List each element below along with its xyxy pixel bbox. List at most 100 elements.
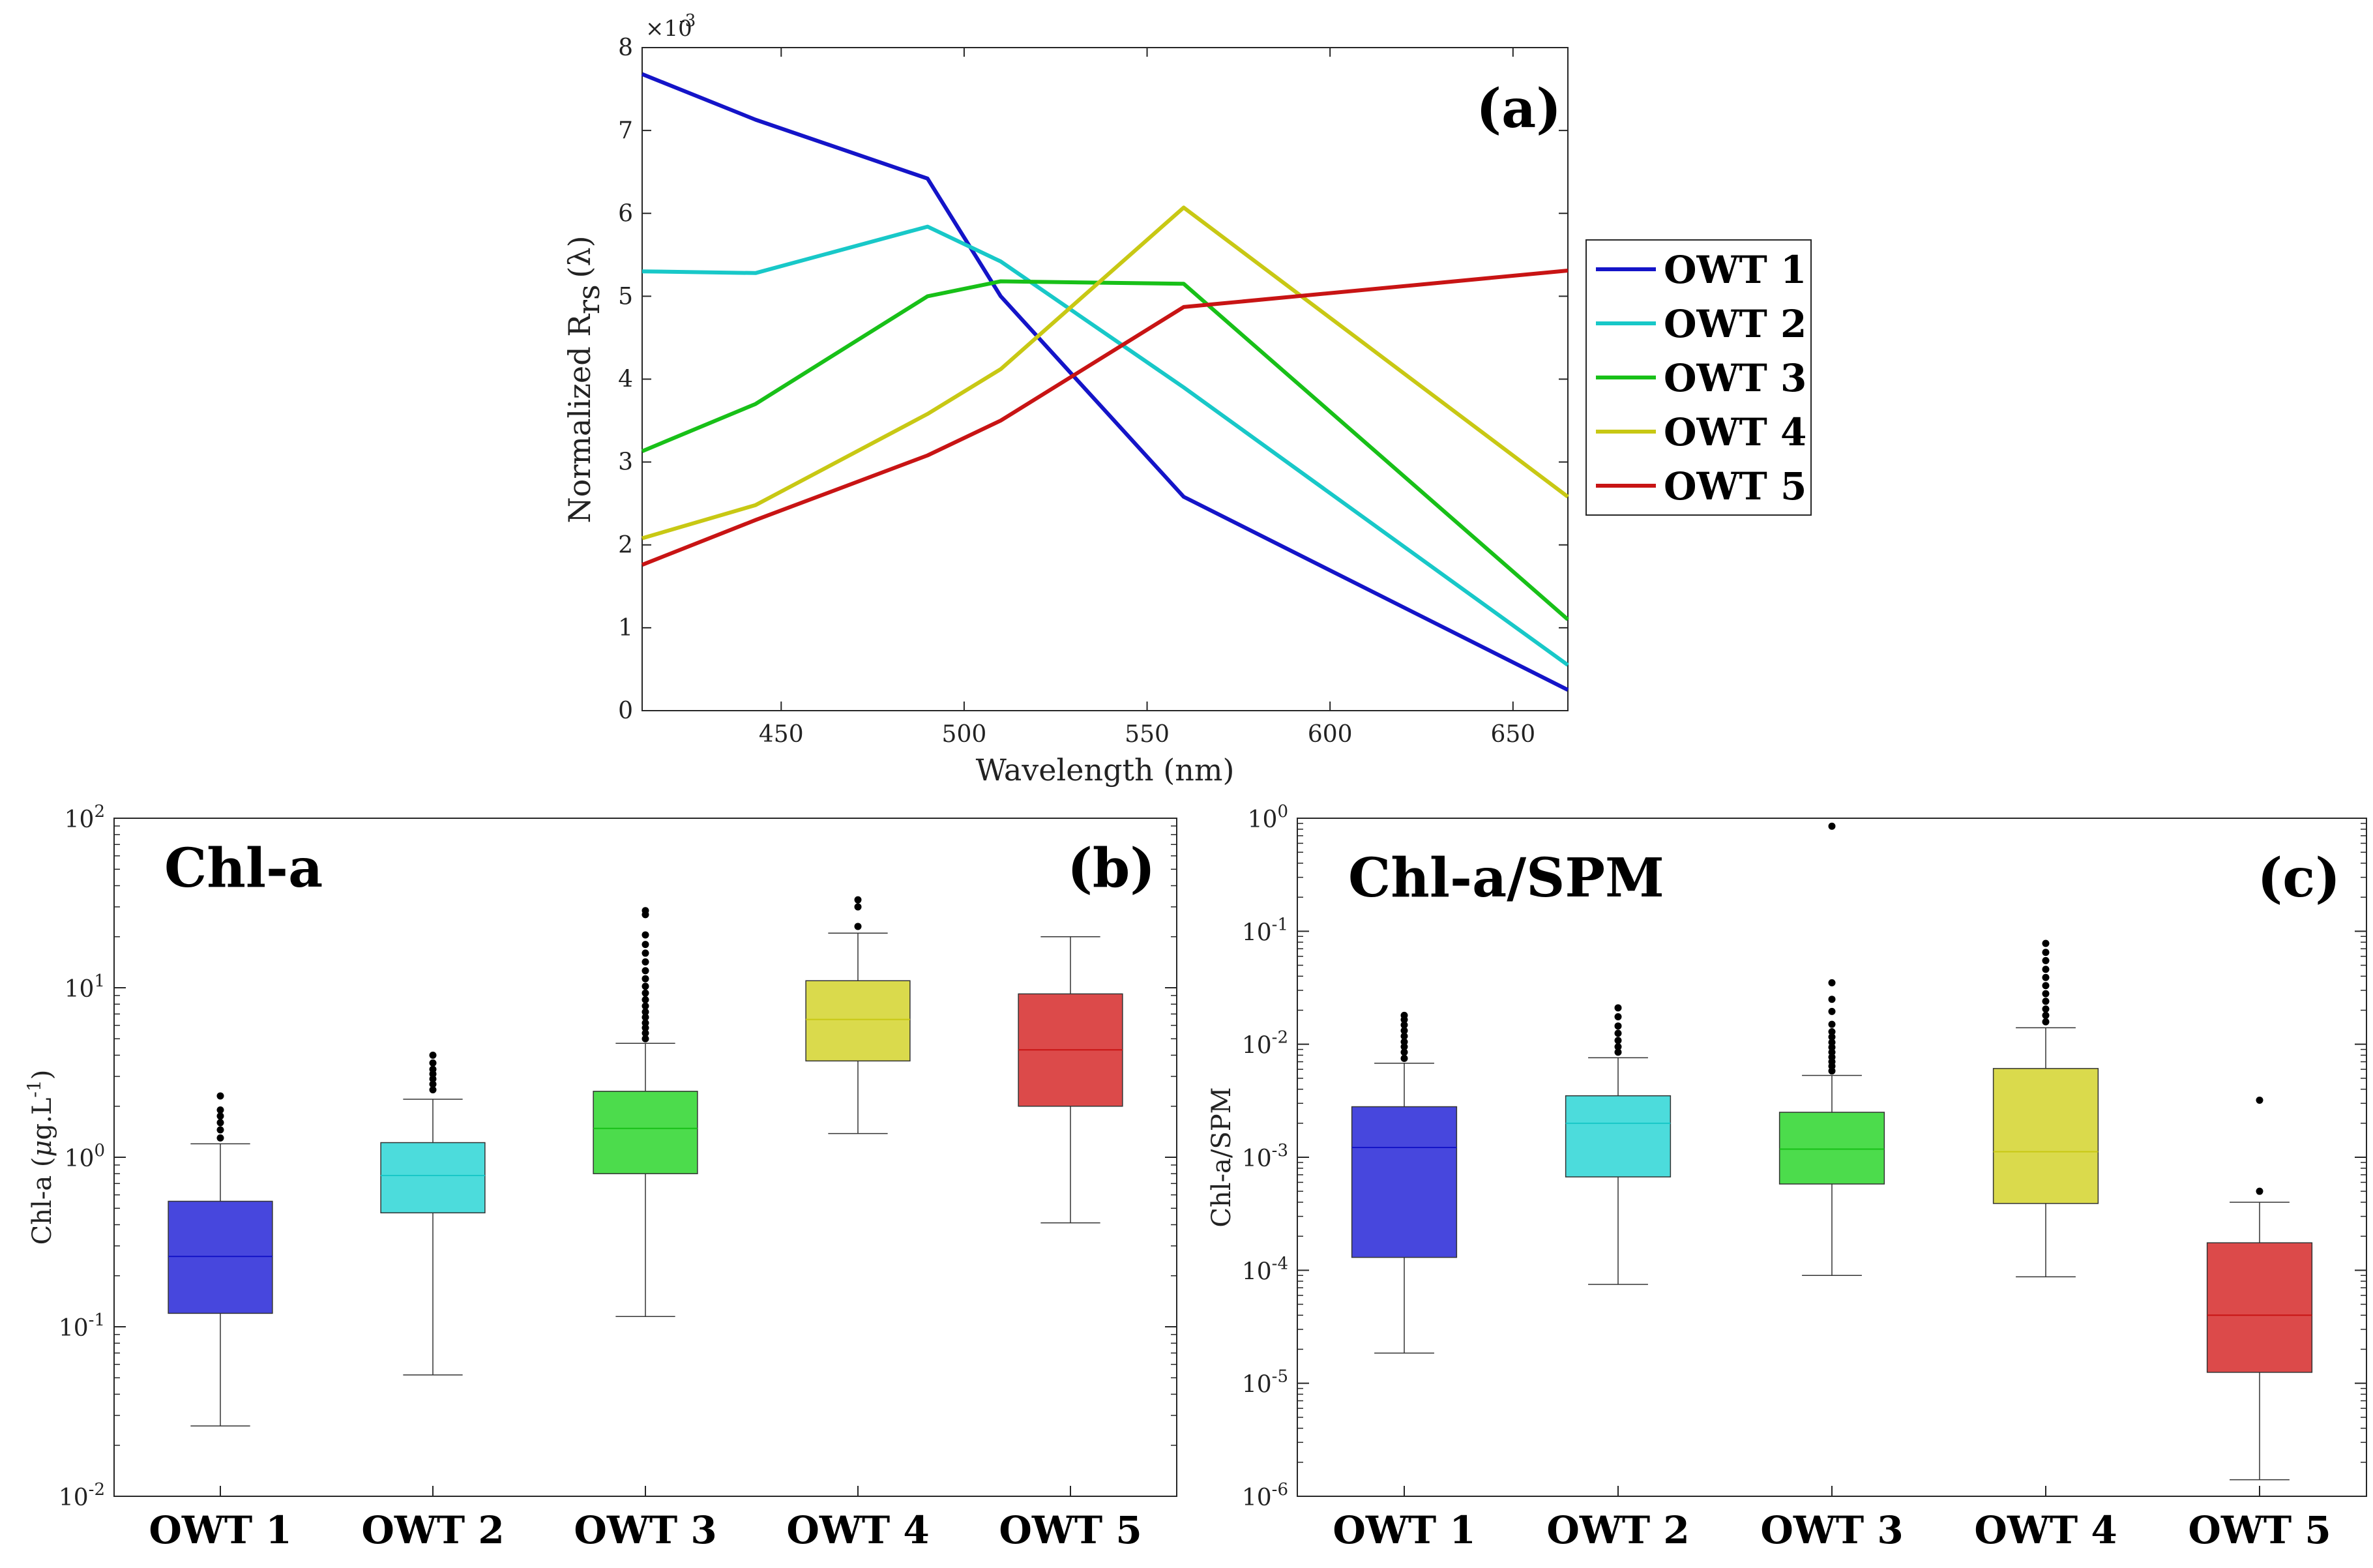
- c-outlier-point: [1828, 1007, 1836, 1015]
- b-box-group-owt-3: [593, 907, 698, 1317]
- panel-a-exponent-power: -3: [679, 11, 696, 31]
- c-outlier-point: [1400, 1043, 1408, 1051]
- b-outlier-point: [641, 949, 649, 957]
- c-outlier-point: [1614, 1004, 1622, 1012]
- panel-a-exponent-base: ×10: [645, 16, 692, 42]
- panel-b-y-label-mu: μ: [27, 1140, 57, 1157]
- c-outlier-point: [1614, 1029, 1622, 1037]
- panel-a-y-label-tail: (λ): [562, 235, 597, 278]
- c-y-tick-power: -5: [1272, 1367, 1288, 1387]
- b-outlier-point: [216, 1119, 224, 1127]
- b-outlier-point: [641, 958, 649, 966]
- c-y-tick-label: 10-4: [1242, 1254, 1288, 1285]
- c-outlier-point: [1828, 1033, 1836, 1041]
- c-y-tick-base: 10: [1242, 919, 1272, 946]
- panel-b-y-label-power: -1: [23, 1080, 45, 1097]
- b-y-tick-power: 2: [94, 802, 105, 821]
- b-x-tick-label: OWT 5: [999, 1508, 1142, 1552]
- c-outlier-point: [2042, 998, 2050, 1005]
- c-y-tick-base: 10: [1242, 1485, 1272, 1511]
- legend-label: OWT 5: [1664, 464, 1806, 509]
- b-outlier-point: [641, 967, 649, 975]
- b-outlier-point: [641, 1035, 649, 1043]
- c-outlier-point: [1828, 1020, 1836, 1028]
- b-outlier-point: [641, 983, 649, 990]
- panel-a-y-label-main: Normalized R: [562, 314, 597, 524]
- c-outlier-point: [1828, 996, 1836, 1003]
- c-box-group-owt-2: [1565, 1004, 1672, 1285]
- a-series-line-owt-4: [641, 205, 1569, 540]
- b-y-tick-power: -1: [89, 1310, 105, 1330]
- b-outlier-point: [216, 1112, 224, 1120]
- c-box-group-owt-5: [2206, 1096, 2313, 1481]
- c-y-tick-base: 10: [1248, 806, 1278, 833]
- a-y-tick-label: 5: [618, 283, 633, 310]
- c-outlier-point: [2042, 956, 2050, 964]
- b-outlier-point: [854, 896, 862, 904]
- c-outlier-point: [2042, 966, 2050, 973]
- a-x-tick-label: 450: [759, 721, 804, 748]
- b-outlier-point: [429, 1080, 437, 1088]
- a-series-line-owt-1: [641, 72, 1569, 692]
- c-outlier-point: [1400, 1054, 1408, 1062]
- a-series-line-owt-2: [641, 224, 1569, 667]
- panel-c-boxes: [1351, 822, 2313, 1481]
- c-outlier-point: [1614, 1048, 1622, 1056]
- c-y-tick-label: 100: [1248, 802, 1288, 833]
- b-y-tick-base: 10: [65, 976, 95, 1003]
- c-outlier-point: [1828, 822, 1836, 830]
- b-outlier-point: [641, 1019, 649, 1027]
- legend-label: OWT 1: [1664, 248, 1806, 292]
- c-outlier-point: [2042, 939, 2050, 947]
- c-outlier-point: [1400, 1021, 1408, 1029]
- b-box-group-owt-5: [1018, 936, 1123, 1224]
- b-outlier-point: [641, 941, 649, 949]
- panel-b-title: Chl-a: [164, 837, 323, 900]
- c-x-tick-label: OWT 3: [1760, 1508, 1903, 1552]
- c-y-tick-power: -3: [1272, 1141, 1288, 1161]
- c-outlier-point: [2256, 1096, 2263, 1104]
- b-y-tick-label: 102: [65, 802, 105, 833]
- b-outlier-point: [429, 1051, 437, 1059]
- b-outlier-point: [216, 1092, 224, 1100]
- b-y-tick-power: 1: [94, 971, 105, 991]
- a-y-tick-label: 3: [618, 449, 633, 476]
- c-outlier-point: [1828, 1039, 1836, 1046]
- b-outlier-point: [641, 1029, 649, 1037]
- b-y-tick-power: -2: [89, 1480, 105, 1500]
- b-x-tick-label: OWT 3: [574, 1508, 716, 1552]
- c-outlier-point: [1828, 1028, 1836, 1035]
- c-iqr-box: [1992, 1068, 2099, 1204]
- c-y-tick-label: 10-6: [1242, 1480, 1288, 1511]
- b-y-tick-base: 10: [59, 1485, 89, 1511]
- b-outlier-point: [854, 923, 862, 930]
- c-iqr-box: [1565, 1095, 1672, 1177]
- panel-c-title: Chl-a/SPM: [1348, 847, 1664, 910]
- c-y-tick-base: 10: [1242, 1033, 1272, 1059]
- b-iqr-box: [593, 1091, 698, 1174]
- b-outlier-point: [429, 1065, 437, 1073]
- c-y-tick-power: -4: [1272, 1254, 1288, 1273]
- panel-a-axis-ticks: 450 500 550 600 650 0 1 2 3 4 5 6 7 8: [618, 35, 1568, 748]
- b-y-tick-label: 10-2: [59, 1480, 105, 1511]
- c-outlier-point: [1400, 1011, 1408, 1019]
- c-outlier-point: [1400, 1038, 1408, 1046]
- panel-b-y-label-main: Chl-a (: [27, 1157, 57, 1245]
- b-outlier-point: [641, 1024, 649, 1032]
- panel-a-plot-frame: [641, 47, 1569, 711]
- panel-a-y-axis-label: Normalized Rrs (λ): [562, 235, 606, 523]
- b-outlier-point: [216, 1106, 224, 1114]
- c-outlier-point: [1614, 1037, 1622, 1044]
- b-y-tick-label: 100: [65, 1141, 105, 1172]
- b-outlier-point: [641, 1008, 649, 1016]
- c-outlier-point: [2042, 973, 2050, 981]
- b-box-group-owt-4: [805, 896, 911, 1134]
- panel-b-y-axis-label: Chl-a (μg.L-1): [23, 1070, 57, 1245]
- c-outlier-point: [2042, 949, 2050, 956]
- b-outlier-point: [429, 1086, 437, 1094]
- panel-c-label: (c): [2257, 847, 2340, 910]
- b-y-tick-power: 0: [94, 1141, 105, 1161]
- c-y-tick-power: -2: [1272, 1028, 1288, 1048]
